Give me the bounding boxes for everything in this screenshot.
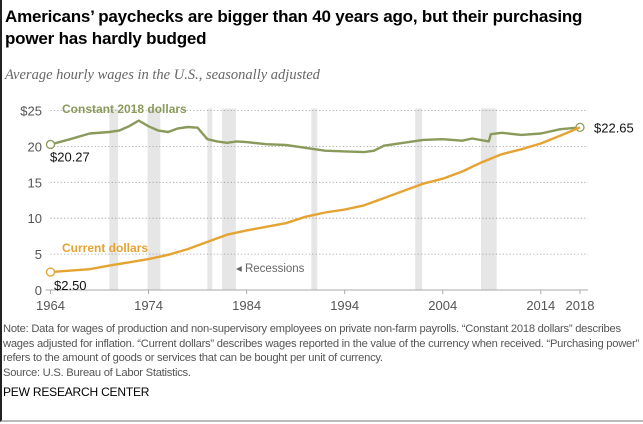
chart-note: Note: Data for wages of production and n…: [3, 322, 643, 380]
series-label: Current dollars: [62, 241, 148, 255]
recession-band: [109, 108, 119, 290]
x-tick-label: 2018: [566, 298, 595, 313]
note-text: Note: Data for wages of production and n…: [3, 323, 639, 364]
recession-band: [415, 108, 423, 290]
brand-label: PEW RESEARCH CENTER: [3, 385, 150, 399]
chart-subtitle: Average hourly wages in the U.S., season…: [5, 67, 320, 83]
x-tick-label: 1984: [232, 298, 261, 313]
recession-band: [480, 108, 497, 290]
start-point-marker: [45, 139, 56, 150]
recession-band: [222, 108, 236, 290]
constant-dollars-line: [50, 119, 581, 154]
recession-band: [207, 108, 213, 290]
x-tick-label: 1994: [330, 298, 359, 313]
chart-title: Americans’ paychecks are bigger than 40 …: [5, 7, 583, 48]
current-dollars-line: [50, 126, 581, 274]
y-tick-label: 5: [35, 247, 42, 262]
end-value-label: $22.65: [594, 120, 634, 135]
y-tick-label: 15: [28, 175, 42, 190]
start-value-label: $2.50: [54, 278, 87, 293]
x-tick-label: 1964: [36, 298, 65, 313]
y-tick-label: 0: [35, 283, 42, 298]
x-tick-label: 2014: [526, 298, 555, 313]
y-tick-label: $25: [20, 104, 42, 119]
recession-band: [147, 108, 161, 290]
y-tick-label: 10: [28, 211, 42, 226]
source-text: Source: U.S. Bureau of Labor Statistics.: [3, 366, 191, 379]
x-tick-label: 1974: [134, 298, 163, 313]
start-point-marker: [45, 267, 56, 277]
y-tick-label: 20: [28, 139, 42, 154]
recession-band: [311, 108, 318, 290]
x-tick-label: 2004: [428, 298, 457, 313]
start-value-label: $20.27: [50, 149, 90, 164]
line-chart: 0 5 10 15 20 $25 1964 1974 1984 1994 2004 2014 2018 ◂…: [20, 102, 634, 313]
recessions-label: ◂ Recessions: [236, 263, 305, 275]
series-label: Constant 2018 dollars: [62, 102, 187, 116]
